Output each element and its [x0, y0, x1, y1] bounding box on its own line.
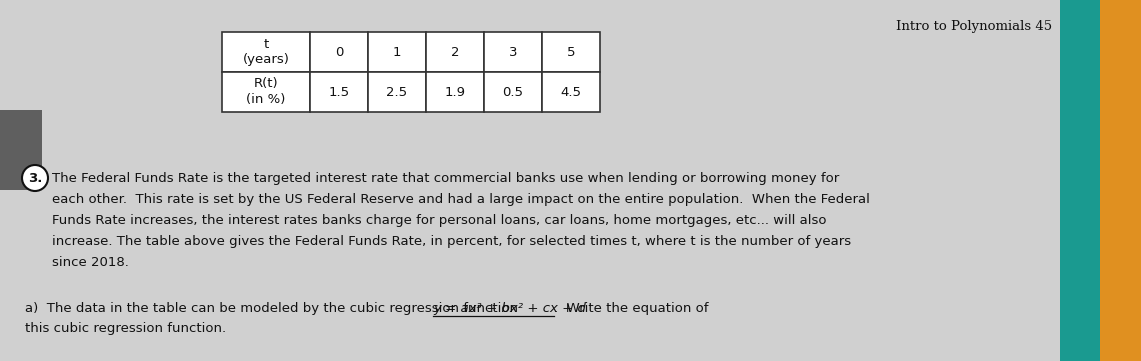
- Text: 1.9: 1.9: [445, 86, 466, 99]
- Text: 0: 0: [334, 45, 343, 58]
- Text: 0.5: 0.5: [502, 86, 524, 99]
- Text: since 2018.: since 2018.: [52, 256, 129, 269]
- FancyBboxPatch shape: [310, 32, 369, 72]
- Text: t
(years): t (years): [243, 38, 290, 66]
- Text: 4.5: 4.5: [560, 86, 582, 99]
- Text: R(t)
(in %): R(t) (in %): [246, 78, 285, 106]
- Circle shape: [22, 165, 48, 191]
- FancyBboxPatch shape: [426, 32, 484, 72]
- Text: 5: 5: [567, 45, 575, 58]
- FancyBboxPatch shape: [310, 72, 369, 112]
- FancyBboxPatch shape: [0, 110, 42, 190]
- Text: y = ax³ + bx² + cx + d: y = ax³ + bx² + cx + d: [434, 302, 586, 315]
- Text: increase. The table above gives the Federal Funds Rate, in percent, for selected: increase. The table above gives the Fede…: [52, 235, 851, 248]
- FancyBboxPatch shape: [542, 72, 600, 112]
- FancyBboxPatch shape: [1060, 0, 1104, 361]
- Text: .  Write the equation of: . Write the equation of: [553, 302, 709, 315]
- FancyBboxPatch shape: [1100, 0, 1141, 361]
- Text: 2.5: 2.5: [387, 86, 407, 99]
- FancyBboxPatch shape: [484, 72, 542, 112]
- FancyBboxPatch shape: [222, 32, 310, 72]
- Text: Funds Rate increases, the interest rates banks charge for personal loans, car lo: Funds Rate increases, the interest rates…: [52, 214, 826, 227]
- FancyBboxPatch shape: [426, 72, 484, 112]
- Text: 3.: 3.: [27, 171, 42, 184]
- Text: each other.  This rate is set by the US Federal Reserve and had a large impact o: each other. This rate is set by the US F…: [52, 193, 869, 206]
- FancyBboxPatch shape: [542, 32, 600, 72]
- Text: The Federal Funds Rate is the targeted interest rate that commercial banks use w: The Federal Funds Rate is the targeted i…: [52, 172, 840, 185]
- Text: 1: 1: [393, 45, 402, 58]
- FancyBboxPatch shape: [222, 72, 310, 112]
- FancyBboxPatch shape: [369, 32, 426, 72]
- Text: Intro to Polynomials 45: Intro to Polynomials 45: [896, 20, 1052, 33]
- FancyBboxPatch shape: [484, 32, 542, 72]
- FancyBboxPatch shape: [369, 72, 426, 112]
- Text: 2: 2: [451, 45, 459, 58]
- Text: 3: 3: [509, 45, 517, 58]
- Text: a)  The data in the table can be modeled by the cubic regression function: a) The data in the table can be modeled …: [25, 302, 523, 315]
- Text: 1.5: 1.5: [329, 86, 349, 99]
- Text: this cubic regression function.: this cubic regression function.: [25, 322, 226, 335]
